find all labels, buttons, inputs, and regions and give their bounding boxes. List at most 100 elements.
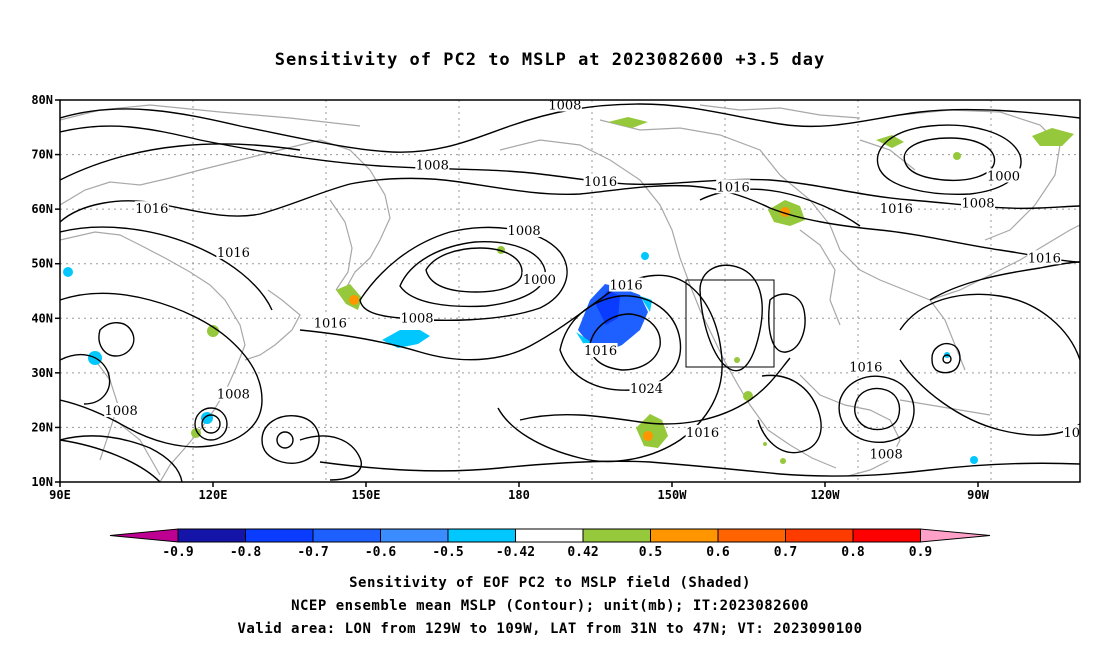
lon-tick-label: 180 <box>508 488 530 502</box>
contour-label: 1024 <box>630 382 663 397</box>
lat-tick-label: 80N <box>31 93 53 107</box>
lat-tick-label: 30N <box>31 366 53 380</box>
colorbar-box <box>582 528 651 543</box>
caption-line-1: Sensitivity of EOF PC2 to MSLP field (Sh… <box>349 575 751 591</box>
lat-tick-label: 10N <box>31 475 53 489</box>
contour-label: 1008 <box>400 311 433 326</box>
contour-label: 1016 <box>314 317 347 332</box>
contour-label: 1016 <box>584 175 617 190</box>
contour-label-bg <box>400 310 434 325</box>
contour-label-bg <box>216 386 251 401</box>
shade-pos-arctic-1 <box>608 117 648 128</box>
lon-tick-label: 90E <box>49 488 71 502</box>
contour-label: 1008 <box>961 197 994 212</box>
colorbar-box <box>380 528 449 543</box>
contour-label-bg <box>547 100 582 112</box>
contour-label-bg <box>848 359 883 374</box>
contour-labels: 1008 1008 1016 1016 1000 1008 1016 1016 1008 1016… <box>104 98 1096 463</box>
colorbar-label: -0.42 <box>496 545 535 560</box>
map-frame-bg <box>60 100 1080 482</box>
colorbar-box <box>447 528 516 543</box>
contour-label-bg <box>1063 424 1080 439</box>
colorbar-label: 0.9 <box>909 545 932 560</box>
contour-label: 1016 <box>135 202 168 217</box>
shade-pos-greenland <box>876 135 904 148</box>
lat-axis: 80N 70N 60N 50N 40N 30N 20N 10N <box>31 93 60 489</box>
lon-tick-label: 120E <box>199 488 228 502</box>
contour-label: 1008 <box>548 98 581 113</box>
contour-label-bg <box>629 381 664 396</box>
contour-label-bg <box>986 168 1021 183</box>
contour-label: 1000 <box>987 169 1020 184</box>
colorbar-label: -0.8 <box>230 545 261 560</box>
contour-label: 1016 <box>686 426 719 441</box>
colorbar-label: 0.5 <box>639 545 662 560</box>
colorbar-left-arrow <box>109 528 179 543</box>
contour-label-bg <box>313 315 348 330</box>
lat-lon-grid <box>60 100 1080 482</box>
caption-line-2: NCEP ensemble mean MSLP (Contour); unit(… <box>291 598 809 614</box>
lat-tick-label: 70N <box>31 148 53 162</box>
colorbar-label: 0.42 <box>567 545 598 560</box>
colorbar-box <box>312 528 381 543</box>
contour-label-bg <box>134 201 169 216</box>
contour-label-bg <box>415 157 450 172</box>
lon-axis: 90E 120E 150E 180 150W 120W 90W <box>49 482 990 502</box>
map-title: Sensitivity of PC2 to MSLP at 2023082600… <box>274 50 826 70</box>
colorbar-box <box>177 528 246 543</box>
contour-label: 1016 <box>1063 426 1096 441</box>
colorbar-label: -0.5 <box>432 545 463 560</box>
lat-tick-label: 40N <box>31 311 53 325</box>
lat-tick-label: 50N <box>31 257 53 271</box>
contour-label-bg <box>961 195 995 210</box>
colorbar-box <box>245 528 314 543</box>
contour-label-bg <box>507 222 542 237</box>
contour-label-bg <box>522 272 557 287</box>
contour-label-bg <box>1027 250 1062 265</box>
contour-label: 1008 <box>508 224 541 239</box>
mslp-contours <box>60 103 1080 482</box>
shade-pos-japan <box>207 325 219 337</box>
colorbar-label: 0.8 <box>841 545 865 560</box>
contour-label: 1016 <box>610 279 643 294</box>
contour-label: 1016 <box>849 360 882 375</box>
contour-label: 1016 <box>1028 251 1061 266</box>
lon-tick-label: 150E <box>352 488 381 502</box>
contour-label-bg <box>583 173 618 188</box>
colorbar-box <box>650 528 719 543</box>
contour-label-bg <box>869 446 904 461</box>
lat-tick-label: 60N <box>31 202 53 216</box>
map-frame <box>59 99 1081 483</box>
contour-label: 1016 <box>217 246 250 261</box>
contour-label-bg <box>609 277 644 292</box>
contour-label-bg <box>583 343 618 358</box>
contour-label: 1008 <box>217 388 250 403</box>
contour-label-bg <box>685 424 720 439</box>
colorbar-label: -0.7 <box>297 545 328 560</box>
colorbar-label: 0.7 <box>774 545 797 560</box>
coastlines <box>60 104 1080 482</box>
contour-label: 1000 <box>523 273 556 288</box>
caption-line-3: Valid area: LON from 129W to 109W, LAT f… <box>237 621 863 637</box>
lon-tick-label: 90W <box>967 488 989 502</box>
colorbar-box <box>852 528 921 543</box>
contour-label: 1008 <box>870 448 903 463</box>
colorbar: -0.9 -0.8 -0.7 -0.6 -0.5 -0.42 0.42 0.5 0.6 0.7 0.… <box>109 528 991 560</box>
valid-area-box <box>685 279 775 368</box>
lat-tick-label: 20N <box>31 420 53 434</box>
contour-label-bg <box>879 201 914 216</box>
shade-pos-arctic-2 <box>1032 128 1074 146</box>
contour-label-bg <box>104 403 139 418</box>
contour-label: 1016 <box>584 344 617 359</box>
contour-label: 1016 <box>717 180 750 195</box>
colorbar-box <box>717 528 786 543</box>
contour-label: 1008 <box>105 404 138 419</box>
contour-label-bg <box>716 179 751 194</box>
colorbar-box <box>515 528 584 543</box>
colorbar-label: -0.9 <box>162 545 193 560</box>
shade-neg-kuroshio <box>382 330 430 348</box>
colorbar-box <box>785 528 854 543</box>
contour-label-bg <box>216 244 251 259</box>
lon-tick-label: 120W <box>811 488 841 502</box>
